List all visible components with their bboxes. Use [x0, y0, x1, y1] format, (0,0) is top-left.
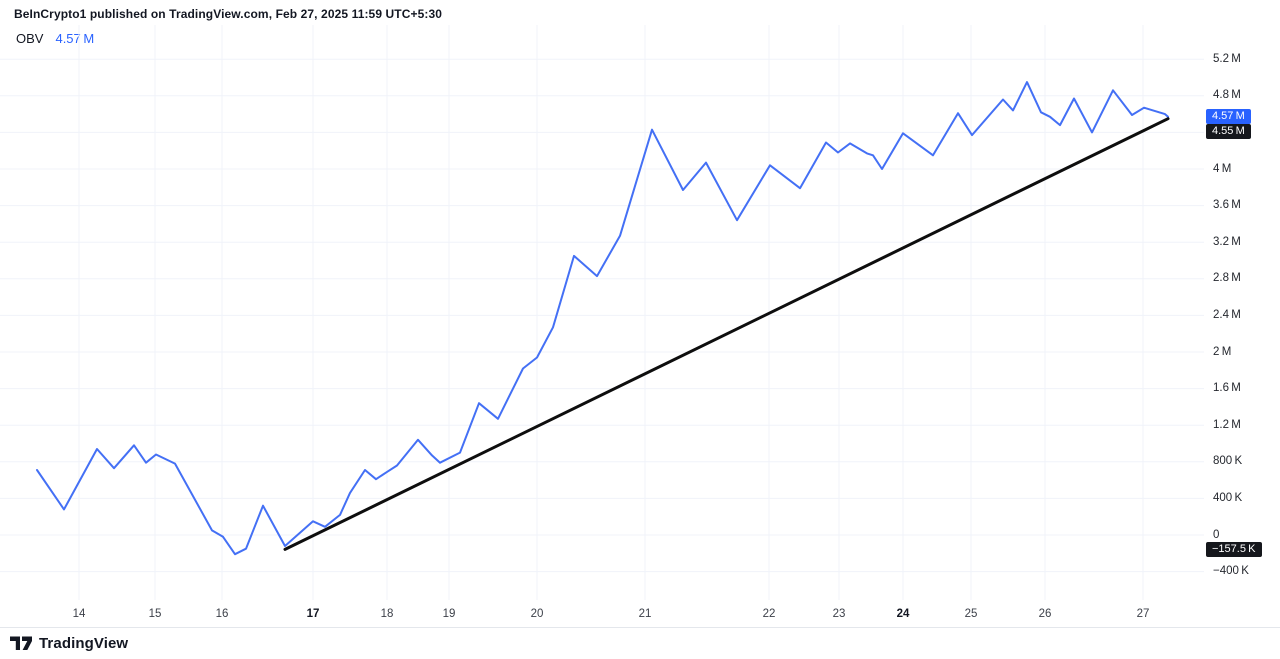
time-axis-label: 24 [896, 608, 910, 620]
price-scale[interactable]: 5.2 M 4.8 M 4 M 3.6 M 3.2 M 2.8 M 2.4 M 2 M 1.6 … [1196, 25, 1280, 600]
attribution-text: BeInCrypto1 published on TradingView.com… [14, 7, 443, 21]
time-scale[interactable]: 14 15 16 17 18 19 20 21 22 23 24 25 26 27 [0, 603, 1196, 627]
price-axis-label: 2.4 M [1213, 308, 1241, 321]
tradingview-logo-icon [10, 636, 32, 650]
time-axis-label: 25 [964, 608, 978, 620]
price-axis-label: 4 M [1213, 162, 1232, 175]
price-axis-label: 2 M [1213, 345, 1232, 358]
bottom-separator [0, 627, 1280, 628]
time-axis-label: 18 [380, 608, 394, 620]
price-axis-label: 2.8 M [1213, 272, 1241, 285]
price-axis-label: −400 K [1213, 565, 1249, 578]
time-axis-label: 17 [306, 608, 320, 620]
time-axis-label: 14 [72, 608, 86, 620]
indicator-value: 4.57 M [55, 31, 95, 46]
price-axis-label: 3.2 M [1213, 235, 1241, 248]
price-axis-label: 4.8 M [1213, 89, 1241, 102]
indicator-name: OBV [16, 31, 44, 46]
support-trendline-line [283, 117, 1170, 551]
time-axis-label: 26 [1038, 608, 1052, 620]
trendline-value-badge: −157.5 K [1206, 542, 1262, 557]
OBV-line [36, 81, 1169, 556]
time-axis-label: 19 [442, 608, 456, 620]
time-axis-label: 21 [638, 608, 652, 620]
time-axis-label: 15 [148, 608, 162, 620]
time-axis-label: 16 [215, 608, 229, 620]
price-axis-label: 5.2 M [1213, 52, 1241, 65]
price-axis-label: 800 K [1213, 455, 1243, 468]
price-axis-label: 1.6 M [1213, 382, 1241, 395]
trendline-value-badge: 4.55 M [1206, 124, 1251, 139]
last-value-badge: 4.57 M [1206, 109, 1251, 124]
time-axis-label: 23 [832, 608, 846, 620]
price-axis-label: 1.2 M [1213, 418, 1241, 431]
indicator-legend[interactable]: OBV 4.57 M [16, 31, 94, 46]
price-axis-label: 0 [1213, 528, 1220, 541]
price-axis-label: 400 K [1213, 491, 1243, 504]
time-axis-label: 22 [762, 608, 776, 620]
time-axis-label: 20 [530, 608, 544, 620]
tradingview-logo: TradingView [10, 633, 128, 653]
time-axis-label: 27 [1136, 608, 1150, 620]
tradingview-logo-text: TradingView [39, 634, 129, 652]
price-axis-label: 3.6 M [1213, 199, 1241, 212]
